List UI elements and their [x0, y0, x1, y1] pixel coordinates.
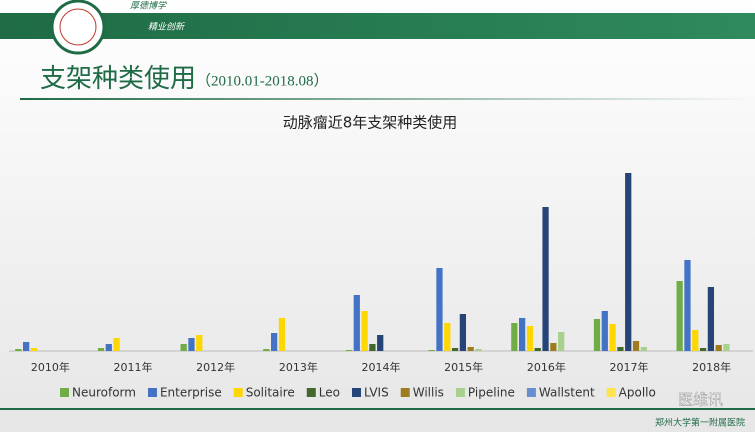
bar: [377, 335, 384, 351]
bar: [459, 314, 467, 351]
legend-swatch: [351, 388, 361, 397]
legend-label: Neuroform: [72, 386, 136, 400]
bar: [676, 281, 683, 351]
motto: 厚德博学: [130, 1, 167, 12]
footer: 郑州大学第一附属医院: [655, 417, 745, 429]
bar: [723, 344, 730, 351]
legend-label: Enterprise: [160, 386, 222, 400]
bar: [534, 348, 541, 351]
bar: [180, 344, 187, 351]
x-tick-label: 2014年: [362, 360, 401, 374]
bar: [625, 173, 632, 351]
bar: [692, 330, 699, 351]
bar: [519, 318, 526, 351]
bar: [113, 338, 120, 351]
x-tick-label: 2015年: [444, 360, 483, 374]
bar: [428, 350, 435, 351]
x-tick-label: 2012年: [196, 360, 235, 374]
motto: 精业创新: [148, 22, 186, 33]
legend-label: Solitaire: [246, 386, 295, 400]
bar: [467, 347, 474, 351]
legend-swatch: [455, 388, 465, 397]
x-tick-label: 2011年: [114, 360, 153, 374]
bar: [444, 323, 451, 351]
legend-label: Apollo: [619, 386, 656, 400]
bar: [23, 342, 30, 351]
bar: [436, 268, 443, 351]
bar: [451, 348, 459, 351]
bar: [526, 326, 534, 351]
bar: [542, 207, 549, 351]
bar: [30, 348, 38, 351]
bar: [632, 341, 640, 351]
slide-title: 支架种类使用: [40, 64, 196, 94]
x-tick-label: 2018年: [692, 360, 731, 374]
legend-label: Leo: [319, 386, 340, 400]
legend-swatch: [526, 388, 536, 397]
bar: [617, 347, 624, 351]
bar: [15, 349, 22, 351]
legend-swatch: [60, 388, 69, 397]
legend-label: Pipeline: [468, 386, 515, 400]
watermark: 医维讯: [678, 391, 723, 409]
title-rule: [20, 98, 755, 100]
bar: [97, 348, 105, 351]
bar: [475, 349, 482, 351]
legend-label: Wallstent: [539, 386, 595, 400]
header-band: [0, 13, 755, 39]
logo-inner: [59, 8, 97, 46]
legend-swatch: [306, 388, 316, 397]
bar: [550, 343, 557, 351]
bar: [699, 348, 707, 351]
bar: [684, 260, 691, 351]
x-tick-label: 2010年: [31, 360, 70, 374]
bar: [640, 347, 647, 351]
legend-label: LVIS: [364, 386, 389, 400]
legend-label: Willis: [413, 386, 444, 400]
bar: [345, 350, 353, 351]
bar: [353, 295, 360, 351]
bar: [196, 335, 203, 351]
bar: [105, 344, 112, 351]
legend-swatch: [233, 388, 243, 397]
bar: [558, 332, 565, 351]
legend-swatch: [606, 388, 616, 397]
slide-subtitle: （2010.01-2018.08）: [196, 72, 329, 89]
bar: [715, 345, 722, 351]
bar: [271, 333, 278, 351]
x-tick-label: 2017年: [610, 360, 649, 374]
bar: [593, 319, 601, 351]
chart-title: 动脉瘤近8年支架种类使用: [283, 114, 458, 132]
bar: [609, 324, 616, 351]
bar: [511, 323, 518, 351]
bar: [369, 344, 376, 351]
bar: [707, 287, 715, 351]
chart: 2010年 2011年 2012年 2013年 2014年 2015年 2016年 2017年…: [9, 173, 753, 400]
bar: [278, 318, 286, 351]
x-tick-label: 2016年: [527, 360, 566, 374]
bar: [361, 311, 368, 351]
bar: [601, 311, 608, 351]
bar: [263, 349, 270, 351]
legend-swatch: [147, 388, 157, 397]
bar: [188, 338, 195, 351]
x-tick-label: 2013年: [279, 360, 318, 374]
footer-rule: [0, 408, 755, 410]
legend-swatch: [400, 388, 410, 397]
